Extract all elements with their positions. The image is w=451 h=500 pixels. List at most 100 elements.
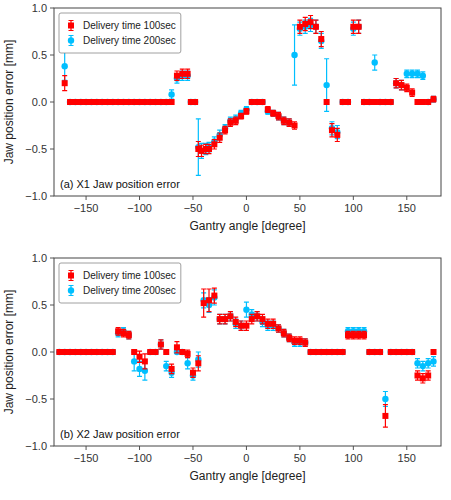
point — [398, 82, 404, 88]
point — [222, 127, 228, 133]
error-bar — [201, 289, 206, 317]
point — [206, 146, 212, 152]
point — [152, 99, 158, 105]
point — [324, 349, 330, 355]
point — [345, 99, 351, 105]
y-tick — [50, 196, 54, 197]
point — [398, 82, 404, 88]
error-bar — [431, 357, 436, 366]
point — [291, 52, 297, 58]
point — [88, 99, 94, 105]
point — [88, 99, 94, 105]
point — [388, 349, 394, 355]
point — [136, 99, 142, 105]
x-tick — [299, 446, 300, 450]
point — [361, 99, 367, 105]
point — [163, 99, 169, 105]
point — [276, 326, 282, 332]
point — [329, 349, 335, 355]
error-bar — [313, 20, 318, 33]
x-tick-label: −100 — [127, 452, 152, 464]
point — [431, 96, 437, 102]
error-bar — [158, 340, 163, 349]
y-tick-label: 1.0 — [32, 252, 47, 264]
legend-item: Delivery time 100sec — [68, 270, 176, 281]
point — [281, 330, 287, 336]
point — [361, 332, 367, 338]
point — [270, 110, 276, 116]
error-bar — [329, 124, 334, 137]
point — [99, 99, 105, 105]
x-tick — [192, 446, 193, 450]
error-bar — [244, 302, 249, 317]
point — [243, 307, 249, 313]
error-bar — [185, 358, 190, 369]
error-bar — [223, 314, 228, 323]
point — [110, 349, 116, 355]
point — [313, 349, 319, 355]
x-tick-label: 50 — [294, 202, 306, 214]
error-bar — [228, 312, 233, 321]
error-bar — [249, 314, 254, 323]
point — [185, 351, 191, 357]
point — [147, 349, 153, 355]
y-tick — [50, 55, 54, 56]
point — [409, 90, 415, 96]
error-bar — [297, 20, 302, 33]
x-tick — [406, 196, 407, 200]
error-bar — [303, 20, 308, 33]
point — [302, 340, 308, 346]
point — [286, 335, 292, 341]
point — [292, 338, 298, 344]
point — [350, 24, 356, 30]
point — [249, 99, 255, 105]
error-bar — [174, 71, 179, 80]
point — [222, 316, 228, 322]
point — [94, 99, 100, 105]
point — [233, 118, 239, 124]
error-bar — [239, 321, 244, 330]
point — [104, 99, 110, 105]
point — [297, 24, 303, 30]
point — [254, 313, 260, 319]
point — [233, 319, 239, 325]
point — [292, 123, 298, 129]
error-bar — [404, 84, 409, 92]
legend-label: Delivery time 100sec — [83, 270, 176, 281]
point — [158, 99, 164, 105]
point — [372, 59, 378, 65]
x-tick — [406, 446, 407, 450]
point — [307, 349, 313, 355]
x-tick — [139, 196, 140, 200]
point — [388, 349, 394, 355]
y-tick — [50, 305, 54, 306]
marks — [56, 288, 437, 427]
y-tick-label: 0.0 — [32, 96, 47, 108]
plot-area — [54, 258, 441, 446]
point — [339, 349, 345, 355]
error-bar — [228, 312, 233, 321]
point — [163, 349, 169, 355]
error-bar — [276, 112, 281, 120]
point — [120, 99, 126, 105]
point — [265, 107, 271, 113]
point — [388, 99, 394, 105]
y-tick — [50, 399, 54, 400]
point — [185, 71, 191, 77]
error-bar — [223, 126, 228, 134]
point — [275, 113, 281, 119]
error-bar — [164, 361, 169, 370]
x-axis-label: Gantry angle [degree] — [189, 219, 305, 233]
error-bar — [319, 32, 324, 47]
x-tick — [246, 196, 247, 200]
legend-swatch — [69, 21, 74, 31]
point — [324, 99, 330, 105]
point — [153, 349, 159, 355]
point — [110, 99, 116, 105]
x-axis-label: Gantry angle [degree] — [189, 469, 305, 483]
point — [340, 349, 346, 355]
x-tick — [86, 196, 87, 200]
legend-swatch — [69, 36, 74, 46]
point — [425, 99, 431, 105]
point — [147, 349, 153, 355]
